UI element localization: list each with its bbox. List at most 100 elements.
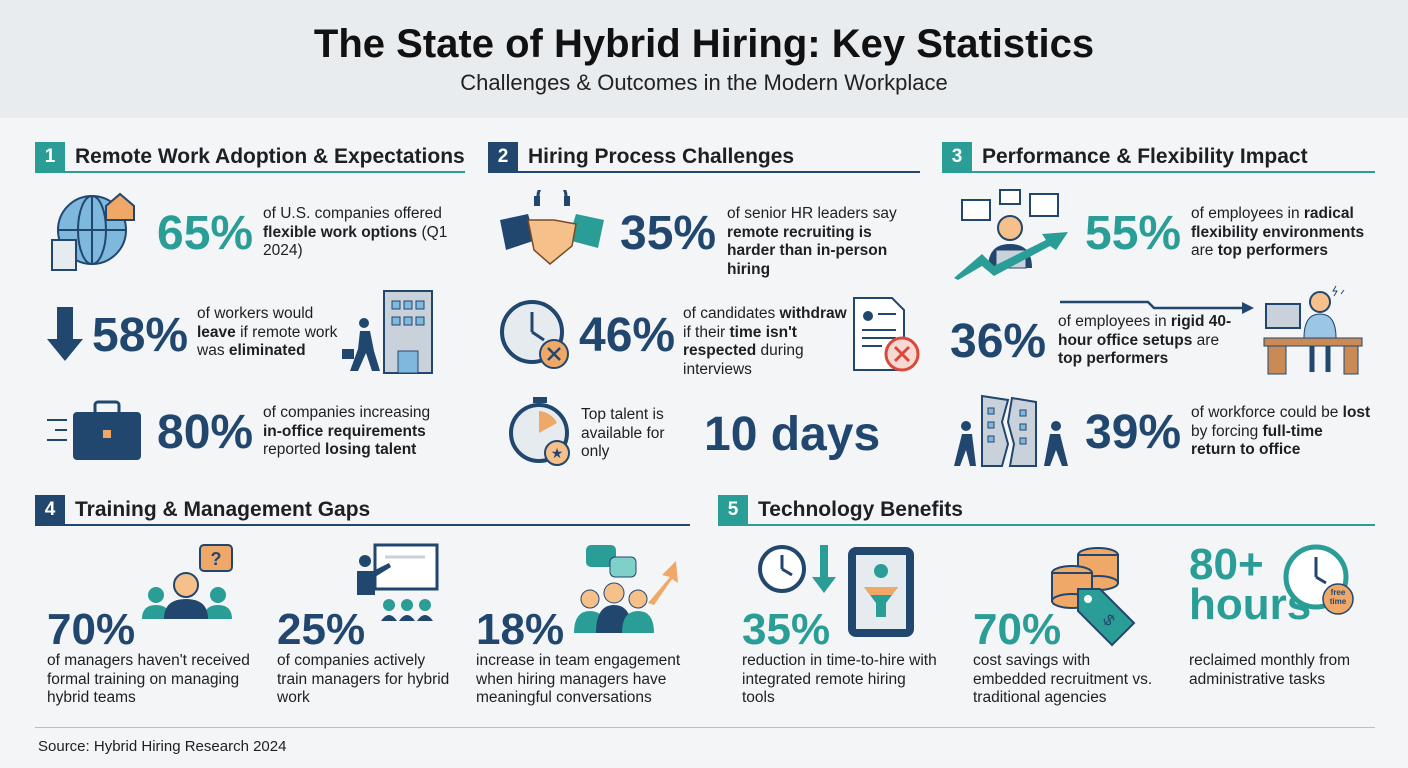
stat-value: 10 days [704,408,881,461]
description-segment: lost [1342,404,1371,421]
description-segment: if their [683,323,730,341]
section-2-header: 2 Hiring Process Challenges [488,142,920,173]
manager-question-icon: ? [142,544,233,619]
footer-divider [35,727,1375,728]
description-segment: rigid 40-hour office setups [1058,313,1232,349]
description-segment: of companies actively train managers for… [277,652,450,706]
section-label: Performance & Flexibility Impact [982,145,1308,168]
stat-description: reduction in time-to-hire with integrate… [742,652,942,708]
team-engagement-icon [574,545,678,633]
stat-description: of U.S. companies offered flexible work … [263,205,453,261]
description-segment: full-time return to office [1191,422,1323,459]
section-number: 3 [942,142,972,172]
rejected-resume-icon [853,297,920,372]
description-segment: losing talent [325,441,417,458]
svg-text:★: ★ [551,445,564,461]
description-segment: reported [263,441,326,458]
stat-description: of candidates withdraw if their time isn… [683,305,848,379]
section-3-header: 3 Performance & Flexibility Impact [942,142,1375,173]
stopwatch-icon: ★ [509,397,570,466]
stat-value: 36% [950,315,1047,368]
description-segment: flexible work options [263,223,418,241]
briefcase-icon [47,400,141,460]
stat-description: of workers would leave if remote work wa… [197,305,347,361]
stat-description: Top talent is available for only [581,406,689,462]
description-segment: of candidates [683,305,780,322]
stressed-worker-icon [1263,285,1363,375]
description-segment: top performers [1217,242,1328,259]
section-5-header: 5 Technology Benefits [718,495,1375,526]
arrow-right-icon [1060,300,1254,314]
stat-value: 35% [742,605,831,654]
description-segment: leave [197,323,236,341]
stat-value: 70% [47,605,136,654]
stat-description: of workforce could be lost by forcing fu… [1191,404,1371,460]
section-label: Hiring Process Challenges [528,145,795,168]
stat-value: 65% [157,207,254,260]
performer-icon [954,189,1068,280]
source-note: Source: Hybrid Hiring Research 2024 [38,738,287,755]
description-segment: by forcing [1191,422,1263,440]
page-title: The State of Hybrid Hiring: Key Statisti… [313,22,1095,66]
description-segment: of senior HR leaders say [727,205,897,222]
description-segment: cost savings with embedded recruitment v… [973,652,1153,706]
description-segment: (Q1 2024) [263,223,448,260]
description-segment: time isn't respected [683,323,797,360]
stat-description: increase in team engagement when hiring … [476,652,686,708]
coins-tag-icon: $ [1051,547,1136,647]
free-time-badge: free time [1329,588,1347,606]
description-segment: top performers [1058,350,1169,367]
stat-value: 70% [973,605,1062,654]
stat-description: of employees in rigid 40-hour office set… [1058,313,1243,369]
stat-value: 46% [579,309,676,362]
cracked-building-icon [954,394,1068,467]
stat-value: 39% [1085,406,1182,459]
stat-description: reclaimed monthly from administrative ta… [1189,652,1369,689]
description-segment: of employees in [1058,313,1171,330]
page-subtitle: Challenges & Outcomes in the Modern Work… [460,70,948,95]
stat-value: 18% [476,605,565,654]
section-label: Remote Work Adoption & Expectations [75,145,465,168]
section-label: Technology Benefits [758,498,963,521]
description-segment: Top talent is available for only [581,406,665,460]
description-segment: of managers haven't received formal trai… [47,652,250,706]
description-segment: if remote work was [197,323,338,360]
section-number: 4 [35,495,65,525]
section-label: Training & Management Gaps [75,498,371,521]
clock-free-time-icon [1283,544,1354,615]
stat-value: 58% [92,309,189,362]
section-1-header: 1 Remote Work Adoption & Expectations [35,142,465,173]
stat-description: of companies actively train managers for… [277,652,457,708]
description-segment: reduction in time-to-hire with integrate… [742,652,937,706]
description-segment: radical flexibility environments [1191,205,1365,241]
description-segment: reclaimed monthly from administrative ta… [1189,652,1351,688]
section-number: 1 [35,142,65,172]
stat-description: of companies increasing in-office requir… [263,404,453,460]
tablet-funnel-icon [758,545,914,637]
description-segment: of companies increasing [263,404,431,421]
stat-value: 35% [620,207,717,260]
description-segment: of employees in [1191,205,1304,222]
handshake-icon [500,190,604,265]
description-segment: of workers would [197,305,314,322]
stat-value: 80+ hours [1189,540,1312,629]
description-segment: withdraw [779,305,847,322]
description-segment: remote recruiting is harder than in-pers… [727,223,888,278]
description-segment: during interviews [683,342,804,378]
description-segment: eliminated [228,342,306,359]
description-segment: are [1191,242,1218,259]
section-4-header: 4 Training & Management Gaps [35,495,690,526]
presentation-icon [357,543,439,621]
stat-description: of senior HR leaders say remote recruiti… [727,205,917,279]
globe-home-icon [51,192,135,271]
down-arrow-icon [47,307,83,361]
description-segment: increase in team engagement when hiring … [476,652,681,706]
walking-away-building-icon [342,290,433,374]
clock-cancel-icon [500,300,569,369]
stat-description: of employees in radical flexibility envi… [1191,205,1371,261]
description-segment: are [1192,331,1220,349]
stat-description: of managers haven't received formal trai… [47,652,257,708]
header-band [0,0,1408,118]
stat-description: cost savings with embedded recruitment v… [973,652,1153,708]
section-number: 5 [718,495,748,525]
